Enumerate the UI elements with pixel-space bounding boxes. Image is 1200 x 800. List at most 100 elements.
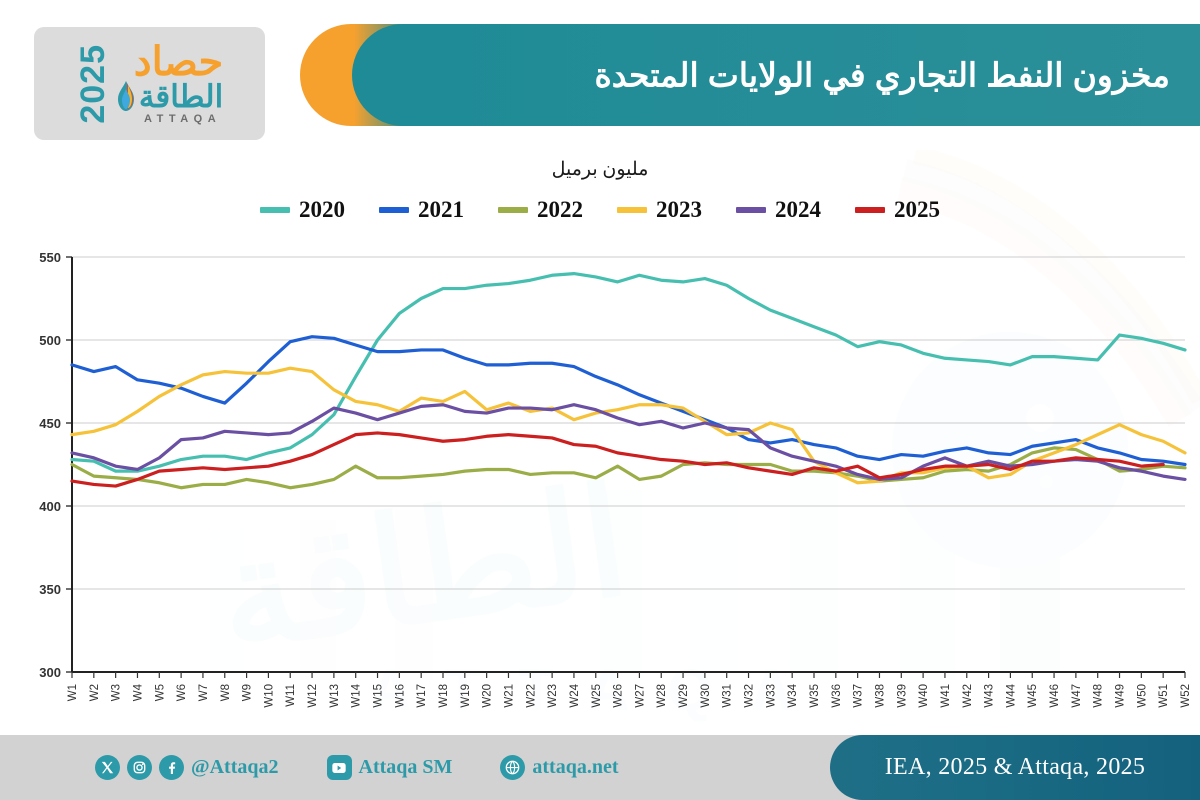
flame-droplet-icon <box>117 81 134 111</box>
x-axis-tick-label: W51 <box>1158 684 1170 708</box>
series-line-2021 <box>70 335 1187 467</box>
x-axis-tick-label: W40 <box>918 684 930 708</box>
legend-item-2025[interactable]: 2025 <box>855 198 940 221</box>
title-banner: مخزون النفط التجاري في الولايات المتحدة <box>300 24 1200 126</box>
logo-year: 2025 <box>73 43 112 124</box>
facebook-icon[interactable] <box>159 755 184 780</box>
x-axis-tick-label: W10 <box>263 684 275 708</box>
plot-area: 300 350 400 450 500 550 W1 W2 W3 W4 W5 W6 W7 W8 W9 W10 W… <box>0 150 1200 735</box>
legend-swatch-2023 <box>617 206 647 213</box>
series-line-2020 <box>70 271 1187 473</box>
globe-icon[interactable] <box>500 755 526 780</box>
y-axis-tick-label: 500 <box>39 333 61 348</box>
x-axis-tick-label: W37 <box>853 684 865 708</box>
x-axis-tick-label: W16 <box>394 684 406 708</box>
x-axis-tick-label: W38 <box>874 684 886 708</box>
x-twitter-icon[interactable] <box>95 755 120 780</box>
x-axis-tick-label: W32 <box>744 684 756 708</box>
line-chart-svg: 300 350 400 450 500 550 W1 W2 W3 W4 W5 W6 W7 W8 W9 W10 W… <box>39 250 1192 708</box>
legend-swatch-2021 <box>379 206 409 213</box>
youtube-label: Attaqa SM <box>358 756 453 778</box>
website-group[interactable]: attaqa.net <box>500 755 619 780</box>
attaqa-logo: 2025 حصاد الطاقة ATTAQA <box>34 27 265 140</box>
page-header: 2025 حصاد الطاقة ATTAQA مخزون النفط التج… <box>0 0 1200 150</box>
legend-swatch-2020 <box>260 206 290 213</box>
x-axis-tick-label: W46 <box>1049 684 1061 708</box>
chart-legend: 2020 2021 2022 2023 2024 2025 <box>0 198 1200 221</box>
y-axis-tick-label: 450 <box>39 416 61 431</box>
x-axis-tick-label: W47 <box>1071 684 1083 708</box>
x-axis-tick-label: W44 <box>1005 683 1017 707</box>
social-handle-group[interactable]: @Attaqa2 <box>95 755 279 780</box>
y-axis-tick-label: 300 <box>39 665 61 680</box>
x-axis-tick-label: W41 <box>940 684 952 708</box>
x-axis-tick-label: W24 <box>569 683 581 707</box>
youtube-group[interactable]: Attaqa SM <box>326 755 453 780</box>
y-axis-tick-label: 350 <box>39 582 61 597</box>
series-line-2024 <box>70 403 1187 482</box>
x-axis-tick-label: W26 <box>613 684 625 708</box>
x-axis-tick-label: W14 <box>351 683 363 707</box>
legend-label-2022: 2022 <box>537 197 583 222</box>
x-axis-tick-label: W1 <box>67 684 79 701</box>
page-footer: @Attaqa2 Attaqa SM attaqa.net IEA, 2025 … <box>0 735 1200 800</box>
x-axis-tick-label: W13 <box>329 684 341 708</box>
series-line-2025 <box>70 431 1165 488</box>
legend-item-2020[interactable]: 2020 <box>260 198 345 221</box>
x-axis-tick-label: W11 <box>285 684 297 707</box>
logo-taqa-text: الطاقة <box>138 78 224 114</box>
x-axis-tick-label: W31 <box>722 684 734 708</box>
x-axis-tick-label: W49 <box>1115 684 1127 708</box>
x-axis-tick-label: W17 <box>416 684 428 708</box>
source-label: IEA, 2025 & Attaqa, 2025 <box>884 754 1146 780</box>
legend-swatch-2024 <box>736 206 766 213</box>
instagram-icon[interactable] <box>127 755 152 780</box>
legend-item-2022[interactable]: 2022 <box>498 198 583 221</box>
x-axis-tick-label: W52 <box>1180 684 1192 708</box>
x-axis-tick-label: W4 <box>132 683 144 701</box>
series-line-2023 <box>70 366 1187 485</box>
legend-swatch-2025 <box>855 206 885 213</box>
legend-label-2021: 2021 <box>418 197 464 222</box>
logo-hasad-text: حصاد <box>133 39 224 84</box>
y-axis-tick-label: 550 <box>39 250 61 265</box>
legend-item-2024[interactable]: 2024 <box>736 198 821 221</box>
x-axis-tick-label: W18 <box>438 684 450 708</box>
x-axis-tick-label: W34 <box>787 683 799 707</box>
legend-swatch-2022 <box>498 206 528 213</box>
x-axis-tick-label: W9 <box>242 684 254 701</box>
x-axis-tick-label: W19 <box>460 684 472 708</box>
legend-item-2023[interactable]: 2023 <box>617 198 702 221</box>
website-label: attaqa.net <box>532 756 619 778</box>
x-axis-tick-label: W8 <box>220 684 232 701</box>
legend-label-2025: 2025 <box>894 197 940 222</box>
page-title: مخزون النفط التجاري في الولايات المتحدة <box>594 56 1170 94</box>
logo-brand-text: ATTAQA <box>143 112 222 125</box>
x-axis-tick-label: W29 <box>678 684 690 708</box>
x-axis-tick-label: W6 <box>176 684 188 701</box>
x-axis-tick-label: W20 <box>482 684 494 708</box>
x-axis-tick-label: W5 <box>154 684 166 701</box>
x-axis-tick-label: W27 <box>634 684 646 708</box>
legend-label-2024: 2024 <box>775 197 821 222</box>
x-axis-tick-label: W12 <box>307 684 319 708</box>
youtube-icon[interactable] <box>326 755 352 780</box>
x-axis-tick-label: W33 <box>765 684 777 708</box>
x-axis-tick-label: W25 <box>591 684 603 708</box>
x-axis-tick-label: W3 <box>111 684 123 701</box>
x-axis-tick-label: W30 <box>700 684 712 708</box>
x-axis-tick-label: W15 <box>373 684 385 708</box>
legend-item-2021[interactable]: 2021 <box>379 198 464 221</box>
x-axis-tick-label: W2 <box>89 684 101 701</box>
x-axis-tick-label: W42 <box>962 684 974 708</box>
y-axis-tick-label: 400 <box>39 499 61 514</box>
legend-label-2023: 2023 <box>656 197 702 222</box>
legend-label-2020: 2020 <box>299 197 345 222</box>
chart-unit-label: مليون برميل <box>551 159 649 180</box>
x-axis-tick-label: W23 <box>547 684 559 708</box>
x-axis-tick-label: W28 <box>656 684 668 708</box>
x-axis-tick-label: W50 <box>1136 684 1148 708</box>
source-pill: IEA, 2025 & Attaqa, 2025 <box>830 735 1200 800</box>
x-axis-tick-label: W45 <box>1027 684 1039 708</box>
x-axis-tick-label: W35 <box>809 684 821 708</box>
